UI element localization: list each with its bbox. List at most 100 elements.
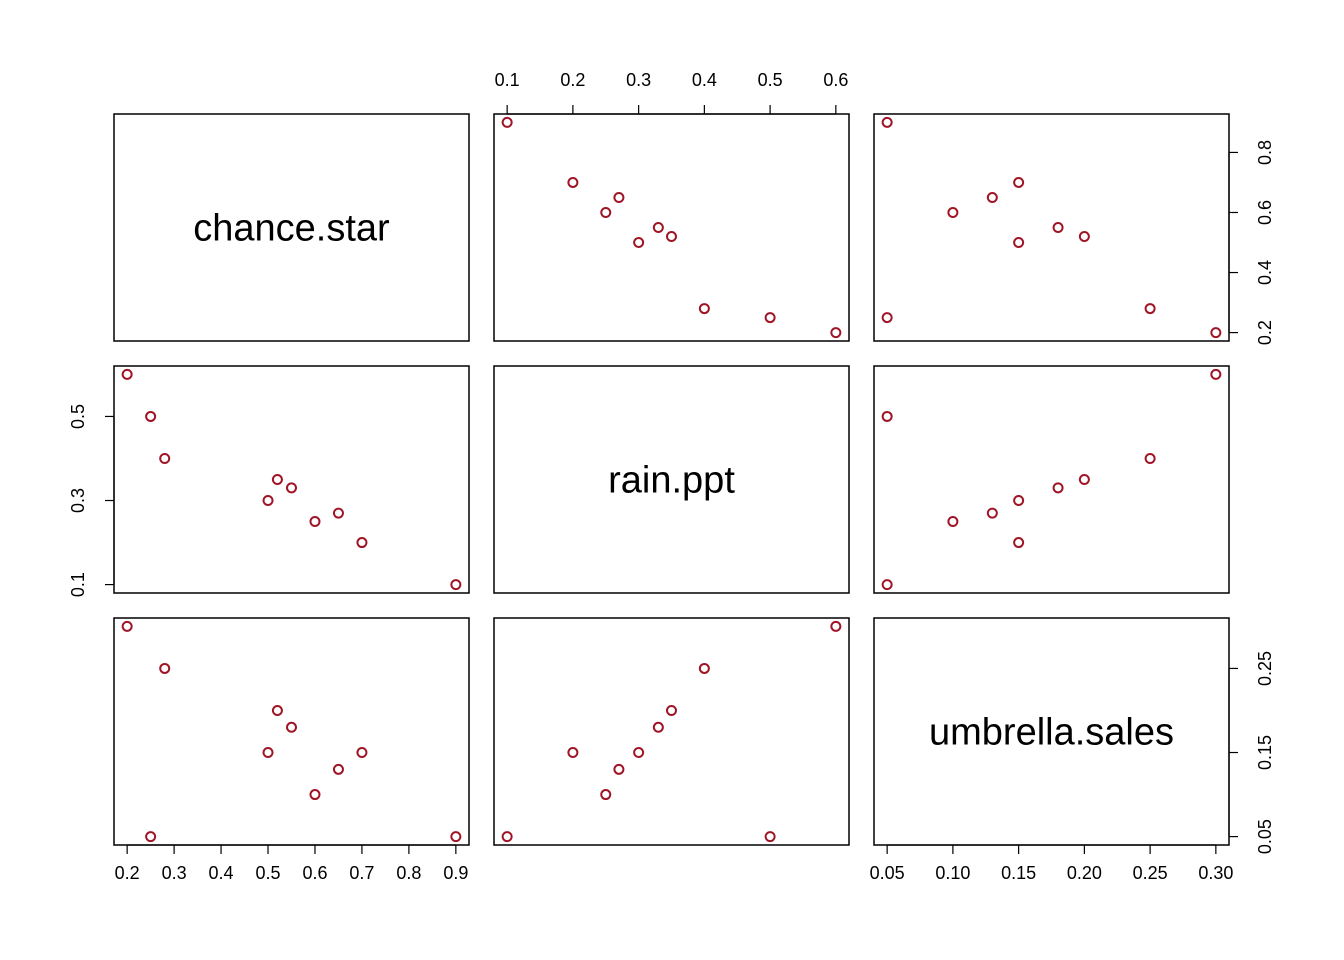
tick-label-bottom-chance.star-7: 0.9 (443, 863, 468, 883)
data-point-rain.ppt-vs-umbrella.sales-7 (1144, 452, 1156, 464)
data-point-umbrella.sales-vs-rain.ppt-3 (613, 763, 625, 775)
data-point-rain.ppt-vs-umbrella.sales-2 (947, 516, 959, 528)
data-point-umbrella.sales-vs-rain.ppt-7 (698, 662, 710, 674)
data-point-rain.ppt-vs-chance.star-4 (262, 495, 274, 507)
data-point-chance.star-vs-rain.ppt-6 (666, 231, 677, 243)
data-point-rain.ppt-vs-chance.star-5 (286, 482, 297, 494)
panel-frame-chance.star-vs-chance.star (113, 113, 470, 342)
data-point-chance.star-vs-rain.ppt-2 (600, 206, 612, 218)
panel-frame-chance.star-vs-umbrella.sales (873, 113, 1230, 342)
data-point-rain.ppt-vs-umbrella.sales-3 (986, 507, 998, 519)
data-point-chance.star-vs-umbrella.sales-9 (1210, 327, 1222, 339)
data-point-chance.star-vs-rain.ppt-4 (633, 237, 645, 249)
data-point-rain.ppt-vs-chance.star-2 (309, 516, 321, 528)
tick-label-right-chance.star-0: 0.2 (1255, 320, 1275, 345)
tick-label-right-umbrella.sales-1: 0.15 (1255, 735, 1275, 770)
data-point-umbrella.sales-vs-rain.ppt-1 (567, 747, 579, 759)
data-point-umbrella.sales-vs-rain.ppt-2 (600, 789, 612, 801)
data-point-chance.star-vs-umbrella.sales-2 (947, 206, 959, 218)
data-point-rain.ppt-vs-umbrella.sales-9 (1210, 368, 1222, 380)
data-point-rain.ppt-vs-chance.star-3 (332, 507, 344, 519)
data-point-umbrella.sales-vs-rain.ppt-6 (666, 704, 677, 716)
data-point-umbrella.sales-vs-chance.star-0 (450, 831, 462, 843)
data-point-chance.star-vs-umbrella.sales-0 (881, 116, 893, 128)
diagonal-label-umbrella.sales: umbrella.sales (929, 712, 1174, 754)
tick-label-bottom-chance.star-2: 0.4 (209, 863, 234, 883)
tick-label-bottom-umbrella.sales-5: 0.30 (1198, 863, 1233, 883)
data-point-chance.star-vs-umbrella.sales-6 (1078, 231, 1090, 243)
tick-label-bottom-umbrella.sales-2: 0.15 (1001, 863, 1036, 883)
tick-label-right-chance.star-3: 0.8 (1255, 140, 1275, 165)
data-point-chance.star-vs-umbrella.sales-3 (986, 191, 998, 203)
tick-label-top-rain.ppt-4: 0.5 (758, 70, 783, 90)
data-point-rain.ppt-vs-umbrella.sales-5 (1052, 482, 1064, 494)
tick-label-bottom-umbrella.sales-3: 0.20 (1067, 863, 1102, 883)
data-point-umbrella.sales-vs-chance.star-8 (145, 831, 157, 843)
data-point-umbrella.sales-vs-rain.ppt-0 (501, 831, 513, 843)
data-point-chance.star-vs-umbrella.sales-8 (881, 312, 893, 324)
data-point-rain.ppt-vs-chance.star-9 (121, 368, 133, 380)
panel-frame-chance.star-vs-rain.ppt (493, 113, 850, 342)
data-point-rain.ppt-vs-chance.star-8 (145, 410, 157, 422)
tick-label-right-umbrella.sales-2: 0.25 (1255, 651, 1275, 686)
data-point-chance.star-vs-rain.ppt-3 (613, 191, 625, 203)
tick-label-bottom-chance.star-5: 0.7 (349, 863, 374, 883)
tick-label-bottom-chance.star-0: 0.2 (115, 863, 140, 883)
data-point-rain.ppt-vs-chance.star-1 (356, 537, 368, 549)
data-point-umbrella.sales-vs-chance.star-7 (159, 662, 171, 674)
data-point-rain.ppt-vs-umbrella.sales-8 (881, 410, 893, 422)
data-point-rain.ppt-vs-chance.star-7 (159, 452, 171, 464)
panel-frame-rain.ppt-vs-chance.star (113, 365, 470, 594)
tick-label-top-rain.ppt-0: 0.1 (495, 70, 520, 90)
data-point-umbrella.sales-vs-chance.star-3 (332, 763, 344, 775)
data-point-chance.star-vs-rain.ppt-7 (698, 303, 710, 315)
panel-frame-rain.ppt-vs-rain.ppt (493, 365, 850, 594)
tick-label-right-chance.star-2: 0.6 (1255, 200, 1275, 225)
tick-label-top-rain.ppt-1: 0.2 (560, 70, 585, 90)
panel-frame-umbrella.sales-vs-rain.ppt (493, 617, 850, 846)
tick-label-bottom-chance.star-1: 0.3 (162, 863, 187, 883)
tick-label-left-rain.ppt-0: 0.1 (68, 572, 88, 597)
tick-label-bottom-umbrella.sales-0: 0.05 (870, 863, 905, 883)
panel-frame-rain.ppt-vs-umbrella.sales (873, 365, 1230, 594)
data-point-rain.ppt-vs-chance.star-6 (271, 474, 283, 485)
data-point-chance.star-vs-rain.ppt-0 (501, 116, 513, 128)
tick-label-bottom-chance.star-3: 0.5 (256, 863, 281, 883)
diagonal-label-rain.ppt: rain.ppt (608, 460, 735, 502)
data-point-chance.star-vs-rain.ppt-8 (764, 312, 776, 324)
data-point-umbrella.sales-vs-chance.star-2 (309, 789, 321, 801)
tick-label-left-rain.ppt-2: 0.5 (68, 404, 88, 429)
data-point-chance.star-vs-umbrella.sales-1 (1013, 176, 1025, 188)
tick-label-left-rain.ppt-1: 0.3 (68, 488, 88, 513)
data-point-chance.star-vs-umbrella.sales-5 (1052, 222, 1064, 233)
tick-label-top-rain.ppt-2: 0.3 (626, 70, 651, 90)
tick-label-right-umbrella.sales-0: 0.05 (1255, 819, 1275, 854)
data-point-umbrella.sales-vs-chance.star-6 (271, 704, 283, 716)
tick-label-bottom-chance.star-4: 0.6 (302, 863, 327, 883)
data-point-chance.star-vs-rain.ppt-9 (830, 327, 842, 339)
data-point-chance.star-vs-rain.ppt-1 (567, 176, 579, 188)
data-point-rain.ppt-vs-umbrella.sales-0 (881, 579, 893, 591)
data-point-umbrella.sales-vs-chance.star-4 (262, 747, 274, 759)
data-point-umbrella.sales-vs-rain.ppt-5 (652, 721, 664, 733)
data-point-umbrella.sales-vs-chance.star-5 (286, 721, 297, 733)
tick-label-top-rain.ppt-5: 0.6 (823, 70, 848, 90)
data-point-umbrella.sales-vs-chance.star-9 (121, 620, 133, 632)
data-point-chance.star-vs-rain.ppt-5 (652, 222, 664, 233)
data-point-rain.ppt-vs-umbrella.sales-6 (1078, 474, 1090, 485)
tick-label-bottom-umbrella.sales-1: 0.10 (935, 863, 970, 883)
data-point-rain.ppt-vs-chance.star-0 (450, 579, 462, 591)
data-point-umbrella.sales-vs-rain.ppt-4 (633, 747, 645, 759)
tick-label-bottom-chance.star-6: 0.8 (396, 863, 421, 883)
data-point-umbrella.sales-vs-chance.star-1 (356, 747, 368, 759)
tick-label-right-chance.star-1: 0.4 (1255, 260, 1275, 285)
data-point-chance.star-vs-umbrella.sales-4 (1013, 237, 1025, 249)
tick-label-top-rain.ppt-3: 0.4 (692, 70, 717, 90)
data-point-rain.ppt-vs-umbrella.sales-4 (1013, 495, 1025, 507)
tick-label-bottom-umbrella.sales-4: 0.25 (1133, 863, 1168, 883)
data-point-umbrella.sales-vs-rain.ppt-8 (764, 831, 776, 843)
diagonal-label-chance.star: chance.star (193, 208, 390, 250)
data-point-umbrella.sales-vs-rain.ppt-9 (830, 620, 842, 632)
data-point-chance.star-vs-umbrella.sales-7 (1144, 303, 1156, 315)
